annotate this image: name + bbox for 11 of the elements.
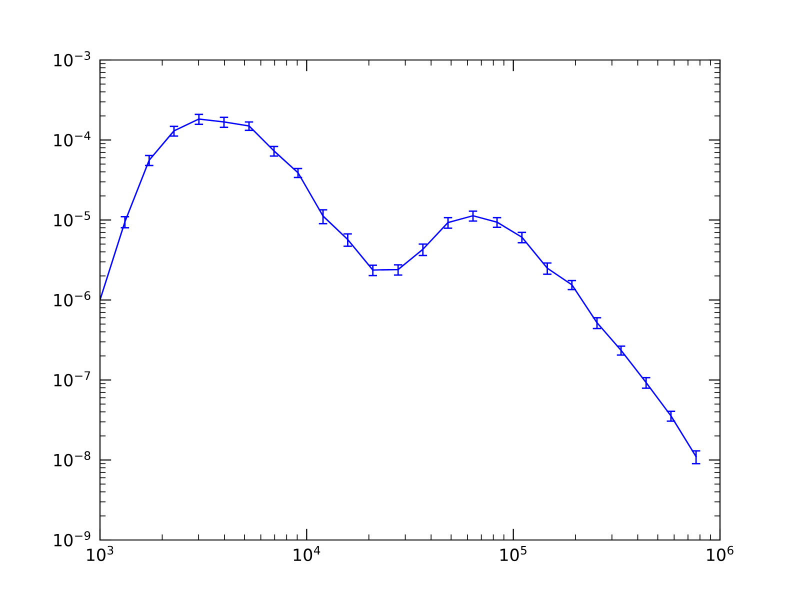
y-tick-label: 10$^{−7}$	[54, 371, 90, 386]
x-tick-label: 10$^{3}$	[87, 546, 114, 562]
y-tick-label: 10$^{−6}$	[54, 291, 90, 306]
y-tick-label: 10$^{−3}$	[54, 51, 90, 66]
y-tick-label: 10$^{−8}$	[54, 451, 90, 466]
y-tick-label: 10$^{−5}$	[54, 211, 90, 226]
x-tick-label: 10$^{6}$	[707, 546, 734, 562]
y-tick-label: 10$^{−9}$	[54, 531, 90, 546]
y-tick-label: 10$^{−4}$	[54, 131, 90, 146]
x-tick-label: 10$^{4}$	[294, 546, 320, 562]
x-tick-label: 10$^{5}$	[500, 546, 526, 562]
